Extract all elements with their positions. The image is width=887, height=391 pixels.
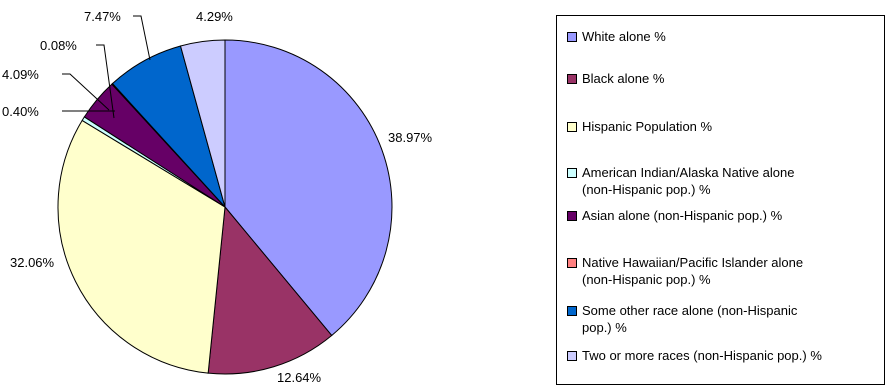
legend-swatch bbox=[567, 168, 577, 178]
label-leader-line bbox=[133, 15, 151, 61]
label-leader-line bbox=[62, 73, 110, 111]
pie-slices bbox=[57, 39, 393, 375]
legend-item: White alone % bbox=[567, 28, 882, 45]
legend-swatch bbox=[567, 122, 577, 132]
data-label: 32.06% bbox=[10, 255, 55, 270]
legend-swatch bbox=[567, 32, 577, 42]
data-label: 0.40% bbox=[2, 104, 39, 119]
legend-item: American Indian/Alaska Native alone (non-… bbox=[567, 164, 882, 198]
legend-swatch bbox=[567, 74, 577, 84]
legend: White alone % Black alone % Hispanic Popul… bbox=[556, 15, 885, 385]
legend-item: Black alone % bbox=[567, 70, 882, 87]
data-label: 0.08% bbox=[40, 38, 77, 53]
pie-slice bbox=[224, 39, 393, 337]
legend-swatch bbox=[567, 258, 577, 268]
legend-item: Some other race alone (non-Hispanic pop.)… bbox=[567, 302, 882, 336]
label-leader-line bbox=[96, 44, 115, 119]
legend-item: Hispanic Population % bbox=[567, 118, 882, 135]
label-leaders bbox=[62, 15, 151, 119]
legend-item: Native Hawaiian/Pacific Islander alone (n… bbox=[567, 254, 882, 288]
legend-item: Asian alone (non-Hispanic pop.) % bbox=[567, 207, 882, 224]
legend-label: Hispanic Population % bbox=[582, 119, 713, 134]
legend-label: American Indian/Alaska Native alone (non-… bbox=[582, 165, 795, 197]
legend-label: Some other race alone (non-Hispanic pop.)… bbox=[582, 303, 798, 335]
legend-item: Two or more races (non-Hispanic pop.) % bbox=[567, 347, 882, 364]
data-labels: 38.97% 12.64% 32.06% 0.40% 4.09%0.08% 7.47% 4.… bbox=[2, 9, 433, 385]
data-label: 7.47% bbox=[84, 9, 121, 24]
legend-label: White alone % bbox=[582, 29, 666, 44]
data-label: 4.29% bbox=[196, 9, 233, 24]
pie-slice bbox=[207, 205, 333, 375]
legend-swatch bbox=[567, 306, 577, 316]
legend-swatch bbox=[567, 351, 577, 361]
data-label: 38.97% bbox=[388, 130, 433, 145]
data-label: 4.09% bbox=[2, 67, 39, 82]
data-label: 12.64% bbox=[277, 370, 322, 385]
pie-slice bbox=[179, 39, 226, 208]
legend-label: Asian alone (non-Hispanic pop.) % bbox=[582, 208, 783, 223]
pie-slice bbox=[57, 119, 226, 374]
legend-label: Black alone % bbox=[582, 71, 665, 86]
legend-swatch bbox=[567, 211, 577, 221]
legend-label: Two or more races (non-Hispanic pop.) % bbox=[582, 348, 822, 363]
legend-label: Native Hawaiian/Pacific Islander alone (n… bbox=[582, 255, 804, 287]
